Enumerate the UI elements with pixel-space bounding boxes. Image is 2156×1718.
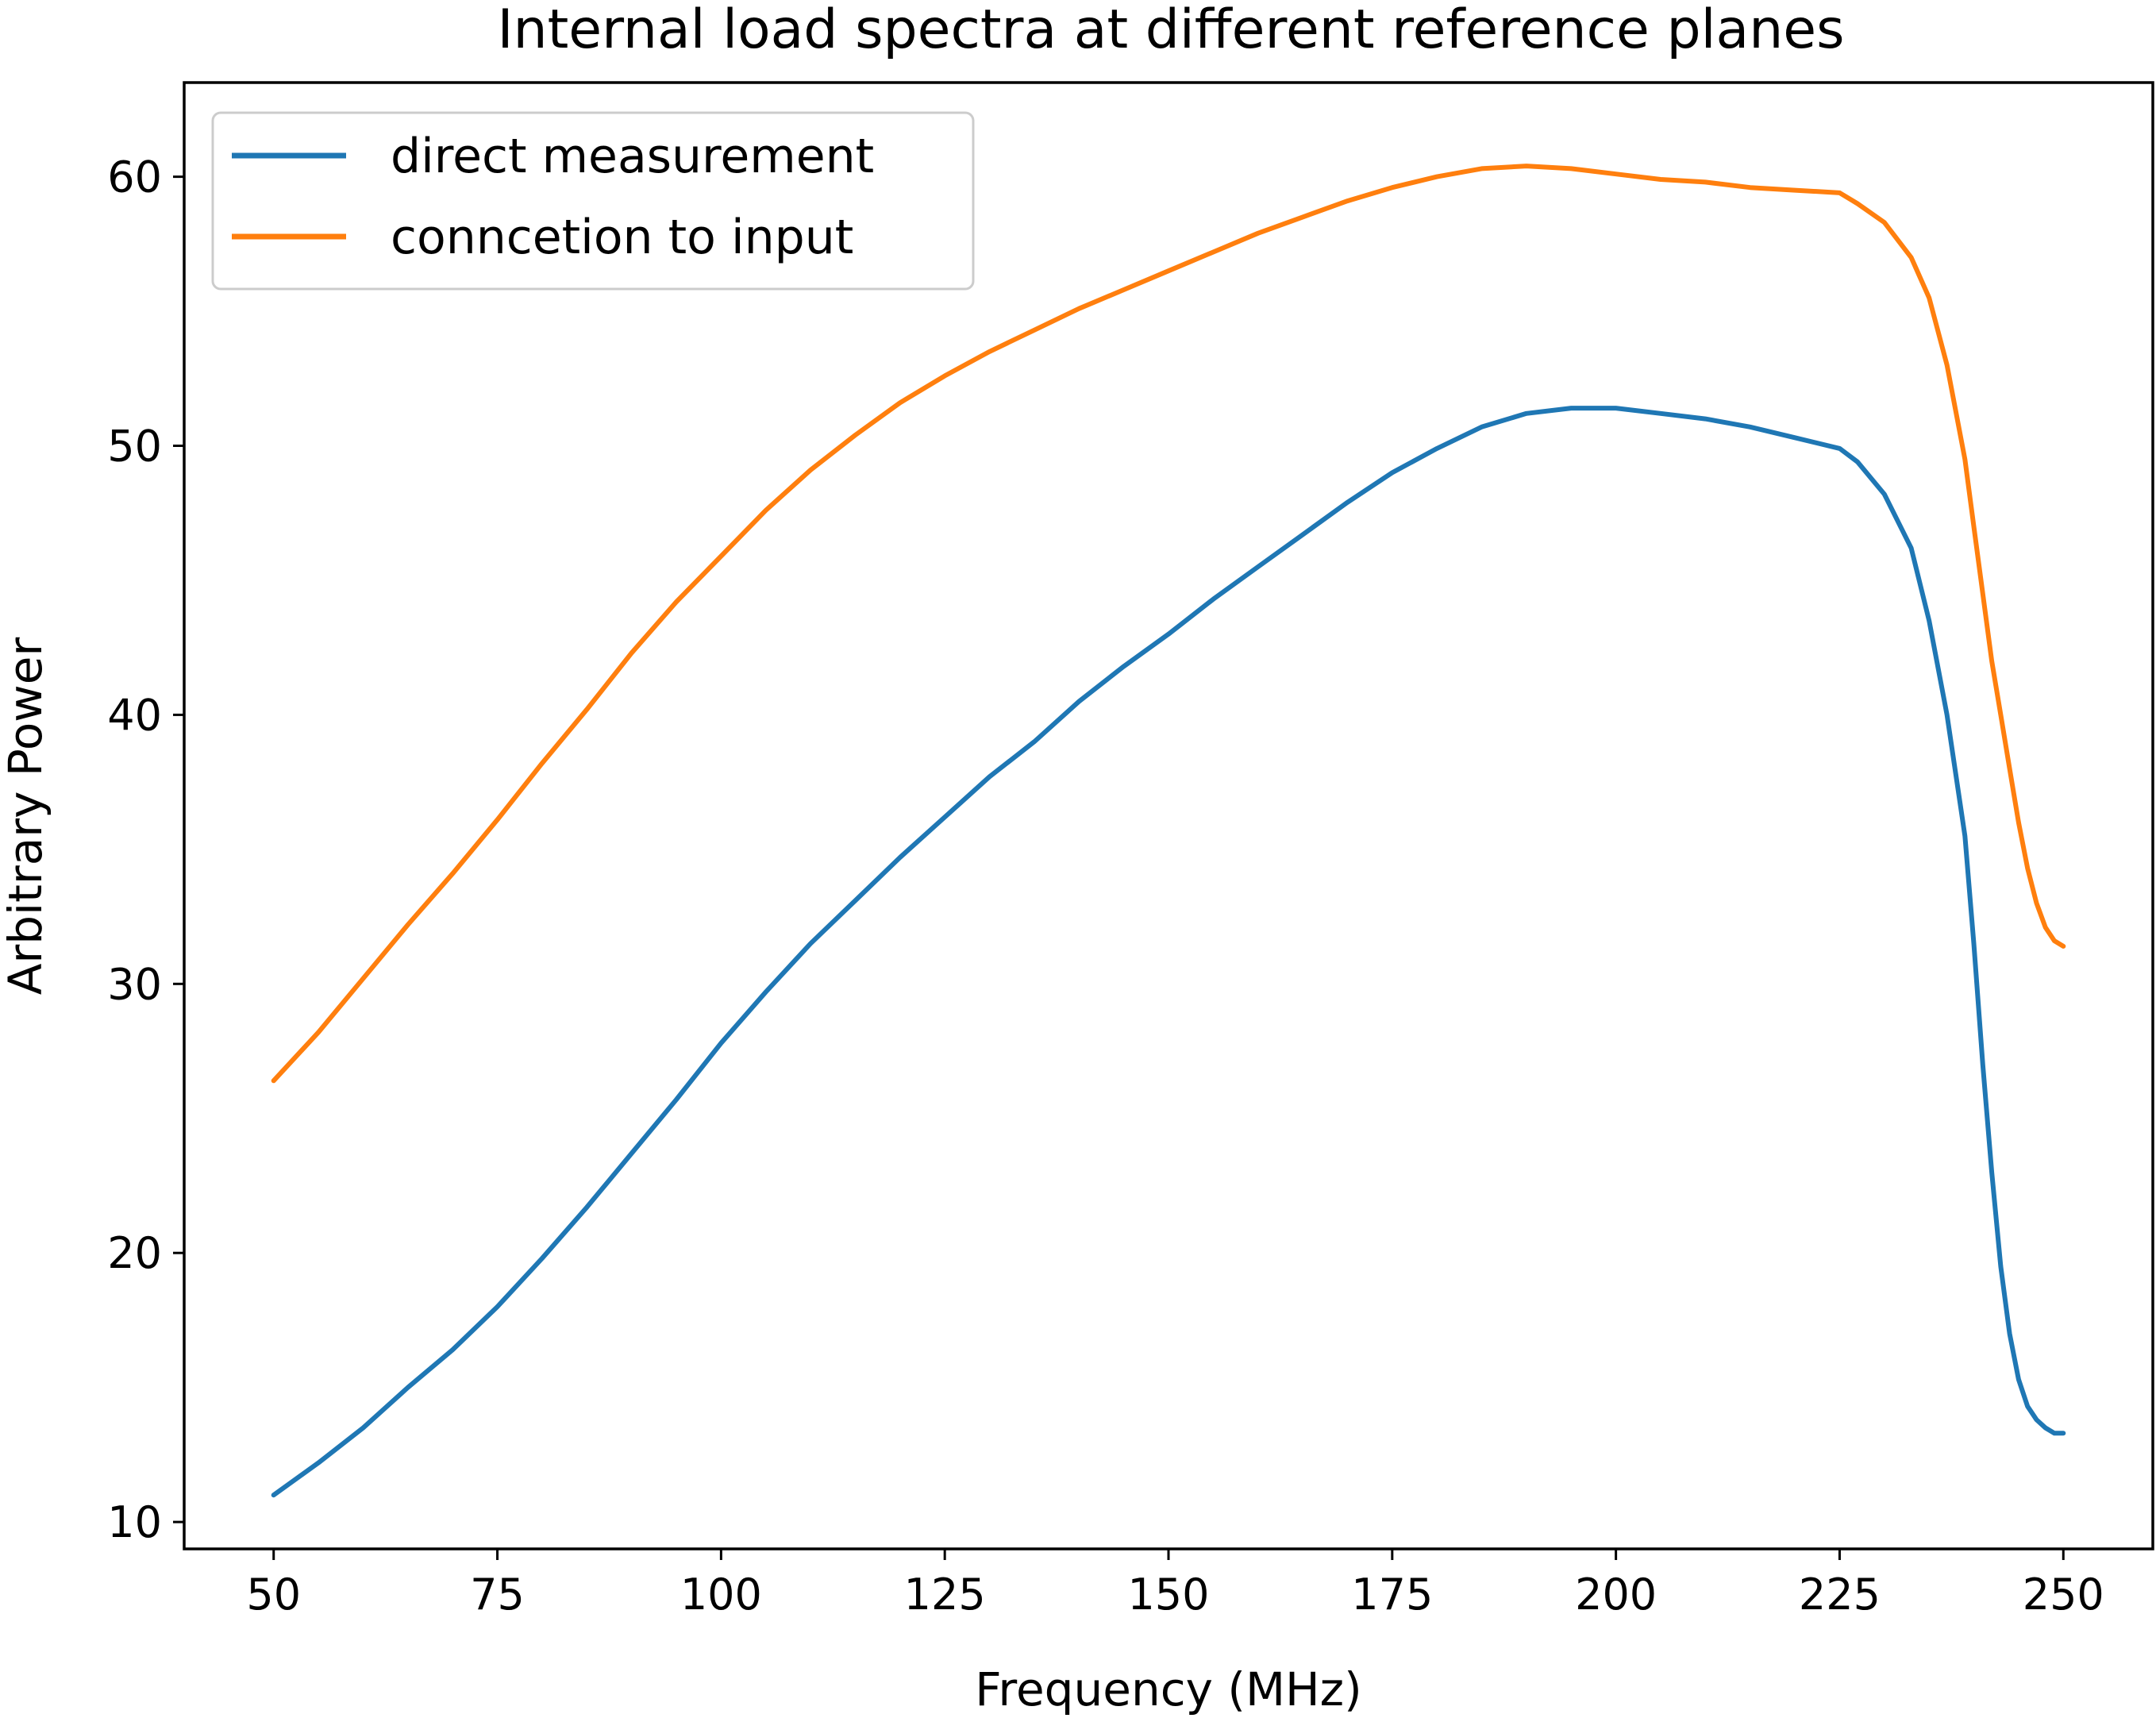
legend-label-direct-measurement: direct measurement	[391, 129, 874, 184]
y-tick-label: 30	[107, 959, 162, 1009]
x-tick-label: 225	[1799, 1570, 1881, 1620]
y-axis-ticks: 10 20 30 40 50 60	[107, 152, 184, 1547]
x-tick-label: 75	[470, 1570, 525, 1620]
x-tick-label: 100	[680, 1570, 762, 1620]
legend-label-conncetion-to-input: conncetion to input	[391, 210, 853, 265]
x-axis-ticks: 50 75 100 125 150 175 200 225 250	[246, 1549, 2104, 1620]
x-axis-label: Frequency (MHz)	[975, 1662, 1361, 1716]
y-tick-label: 40	[107, 690, 162, 740]
plot-frame	[183, 81, 2154, 1550]
series-line-1	[271, 164, 2066, 1084]
y-tick-label: 50	[107, 422, 162, 472]
y-tick-label: 20	[107, 1228, 162, 1278]
y-tick-label: 10	[107, 1497, 162, 1547]
x-tick-label: 250	[2023, 1570, 2104, 1620]
x-tick-label: 150	[1127, 1570, 1209, 1620]
x-tick-label: 175	[1351, 1570, 1433, 1620]
x-tick-label: 50	[246, 1570, 301, 1620]
y-tick-label: 60	[107, 152, 162, 202]
chart-title: Internal load spectra at different refer…	[497, 0, 1844, 61]
legend-box	[211, 111, 975, 291]
y-axis-label: Arbitrary Power	[0, 638, 52, 996]
legend: direct measurement conncetion to input	[211, 111, 975, 291]
series-line-0	[271, 406, 2066, 1498]
x-tick-label: 125	[904, 1570, 986, 1620]
x-tick-label: 200	[1575, 1570, 1657, 1620]
plot-series-group	[271, 164, 2066, 1498]
